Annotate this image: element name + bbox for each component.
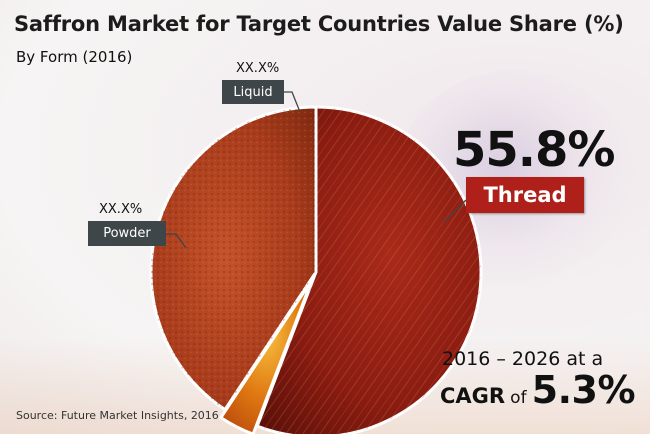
powder-percent-label: XX.X% [99, 202, 143, 217]
thread-badge: Thread [466, 177, 584, 213]
chart-title: Saffron Market for Target Countries Valu… [14, 12, 624, 36]
cagr-period: 2016 – 2026 [442, 348, 561, 370]
cagr-at-a: at a [566, 348, 604, 370]
cagr-of: of [510, 388, 527, 408]
cagr-value-line: CAGR of 5.3% [440, 368, 636, 412]
thread-share-value: 55.8% [453, 122, 616, 178]
leader-lines [166, 91, 467, 249]
pie-slice-texture-thread [257, 107, 481, 434]
leader-line-thread [443, 199, 467, 223]
cagr-value: 5.3% [531, 368, 636, 412]
source-note: Source: Future Market Insights, 2016 [16, 409, 219, 422]
pie-slice-texture-powder [150, 107, 316, 410]
cagr-period-line: 2016 – 2026 at a [442, 348, 603, 370]
powder-badge: Powder [88, 221, 166, 246]
leader-line-liquid [284, 91, 301, 113]
cagr-label: CAGR [440, 384, 506, 408]
pie-slices [149, 105, 483, 434]
chart-subtitle: By Form (2016) [16, 48, 133, 66]
leader-line-powder [166, 233, 187, 249]
pie-slice-liquid [218, 279, 314, 434]
liquid-badge: Liquid [222, 80, 284, 104]
liquid-percent-label: XX.X% [236, 61, 280, 76]
